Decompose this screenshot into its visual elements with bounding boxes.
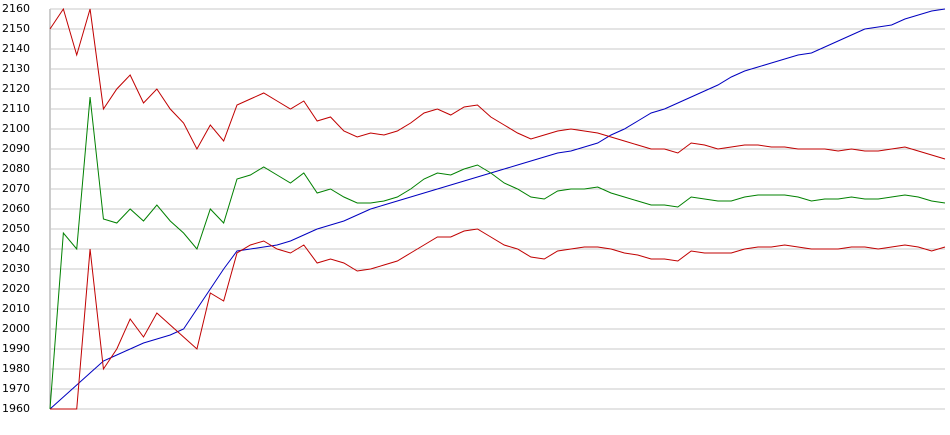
y-tick-label: 1980 [2,362,30,375]
y-tick-label: 2090 [2,142,30,155]
y-tick-label: 1990 [2,342,30,355]
y-tick-label: 2060 [2,202,30,215]
y-tick-label: 2070 [2,182,30,195]
y-tick-label: 1960 [2,402,30,415]
y-tick-label: 2020 [2,282,30,295]
y-tick-label: 2120 [2,82,30,95]
y-tick-label: 2100 [2,122,30,135]
y-tick-label: 2150 [2,22,30,35]
y-tick-label: 2140 [2,42,30,55]
y-tick-label: 2080 [2,162,30,175]
y-tick-label: 2160 [2,2,30,15]
y-tick-label: 2050 [2,222,30,235]
series-line [49,8,946,410]
y-tick-label: 2110 [2,102,30,115]
y-tick-label: 2000 [2,322,30,335]
series-line [50,228,946,410]
y-tick-label: 2040 [2,242,30,255]
y-tick-label: 1970 [2,382,30,395]
y-tick-label: 2030 [2,262,30,275]
y-tick-label: 2010 [2,302,30,315]
series-line [49,96,946,410]
series-line [49,7,946,160]
y-tick-label: 2130 [2,62,30,75]
